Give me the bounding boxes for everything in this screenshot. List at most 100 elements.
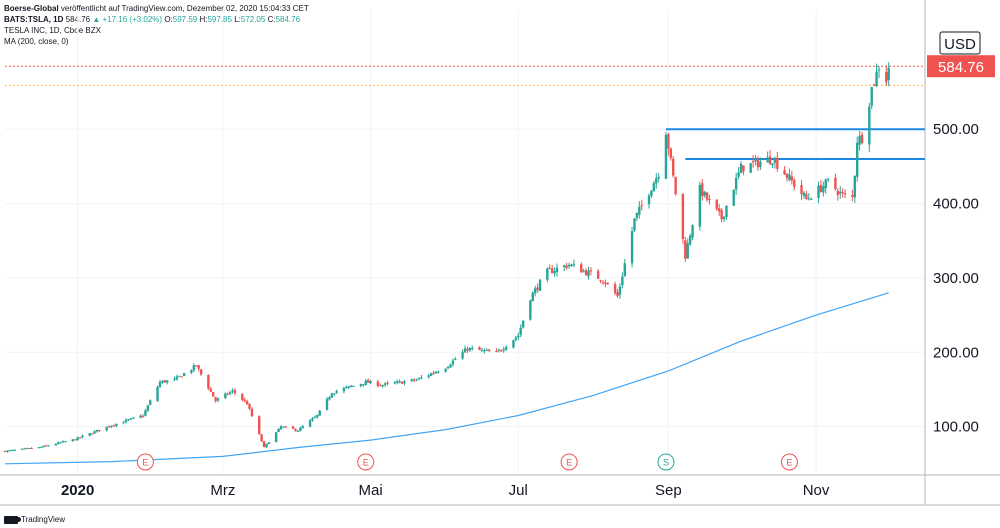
candle-body [308,420,312,427]
candle-body [877,69,881,71]
candle-body [90,433,94,435]
candle-body [640,205,643,207]
publisher-name: Boerse-Global [4,4,59,13]
candle-body [396,381,399,383]
candle-body [182,373,186,376]
candle-body [553,271,556,274]
candle-body [751,161,755,163]
candle-body [328,397,331,400]
last-price-tag-label: 584.76 [938,59,984,76]
candle-body [587,270,590,277]
candle-body [144,410,147,416]
candle-body [359,384,363,387]
candle-body [267,442,271,445]
earnings-event-label: E [363,458,369,468]
candle-body [739,163,743,174]
candle-body [793,180,796,187]
candle-body [417,378,421,380]
split-event-marker[interactable] [657,453,675,471]
candle-body [887,67,890,81]
candle-body [701,183,704,197]
candle-body [800,185,803,195]
earnings-event-marker[interactable] [560,453,578,471]
candle-body [178,375,181,377]
candle-body [301,426,304,428]
y-tick-label: 100.00 [933,419,979,436]
candle-body [451,360,455,365]
earnings-event-marker[interactable] [780,453,798,471]
candle-body [722,216,726,220]
candle-body [224,393,227,398]
candle-body [623,263,626,277]
x-tick-label: Nov [803,482,830,499]
candle-body [466,348,469,351]
earnings-event-marker[interactable] [357,453,375,471]
candle-body [817,185,820,199]
candle-body [771,163,774,166]
candle-body [98,430,101,432]
candle-body [313,416,317,418]
candle-body [410,379,413,381]
candle-body [555,267,559,273]
candle-body [250,408,254,417]
candle-body [805,194,808,199]
candle-body [8,450,12,452]
candle-body [107,426,111,428]
candle-body [352,385,355,387]
candle-body [742,165,745,172]
candle-body [291,426,295,429]
candle-body [88,433,91,436]
candle-body [173,378,176,380]
symbol-label: BATS:TSLA, 1D [4,15,64,24]
candle-body [565,265,568,268]
candle-body [64,441,67,443]
candle-body [686,243,689,259]
currency-label: USD [944,36,976,53]
earnings-event-marker[interactable] [136,453,154,471]
candle-body [839,191,842,194]
candle-body [688,235,692,245]
candle-body [868,106,871,145]
candle-body [379,385,382,387]
candle-body [180,376,183,378]
candle-body [228,392,232,394]
candle-body [44,445,48,447]
candle-body [500,350,503,352]
currency-box[interactable] [939,31,981,55]
candle-body [618,286,622,295]
candle-body [853,176,856,198]
candle-body [434,371,438,374]
candle-body [400,381,404,384]
candle-body [129,418,133,420]
candle-body [403,381,406,384]
candle-body [720,210,723,220]
candle-body [657,176,660,179]
candle-body [529,300,532,320]
candle-body [427,375,430,378]
candle-body [71,439,74,442]
candle-body [546,268,549,280]
candle-body [110,425,113,428]
candle-body [3,450,7,452]
last-price-tag [927,55,995,78]
candle-body [28,448,31,450]
candle-body [40,446,43,448]
candle-body [415,379,418,381]
candle-body [596,270,600,279]
candle-body [124,419,128,422]
split-event-label: S [663,458,669,468]
candle-body [386,382,389,384]
candle-body [446,366,450,369]
candle-body [333,393,336,395]
candle-body [432,372,435,374]
candle-body [6,450,9,452]
candle-body [57,442,60,444]
low-value: 572.05 [240,15,266,24]
candle-body [754,158,757,162]
candle-body [274,432,278,443]
candle-body [807,198,810,200]
candle-body [369,381,372,384]
candle-body [488,349,491,352]
candle-body [158,381,162,388]
